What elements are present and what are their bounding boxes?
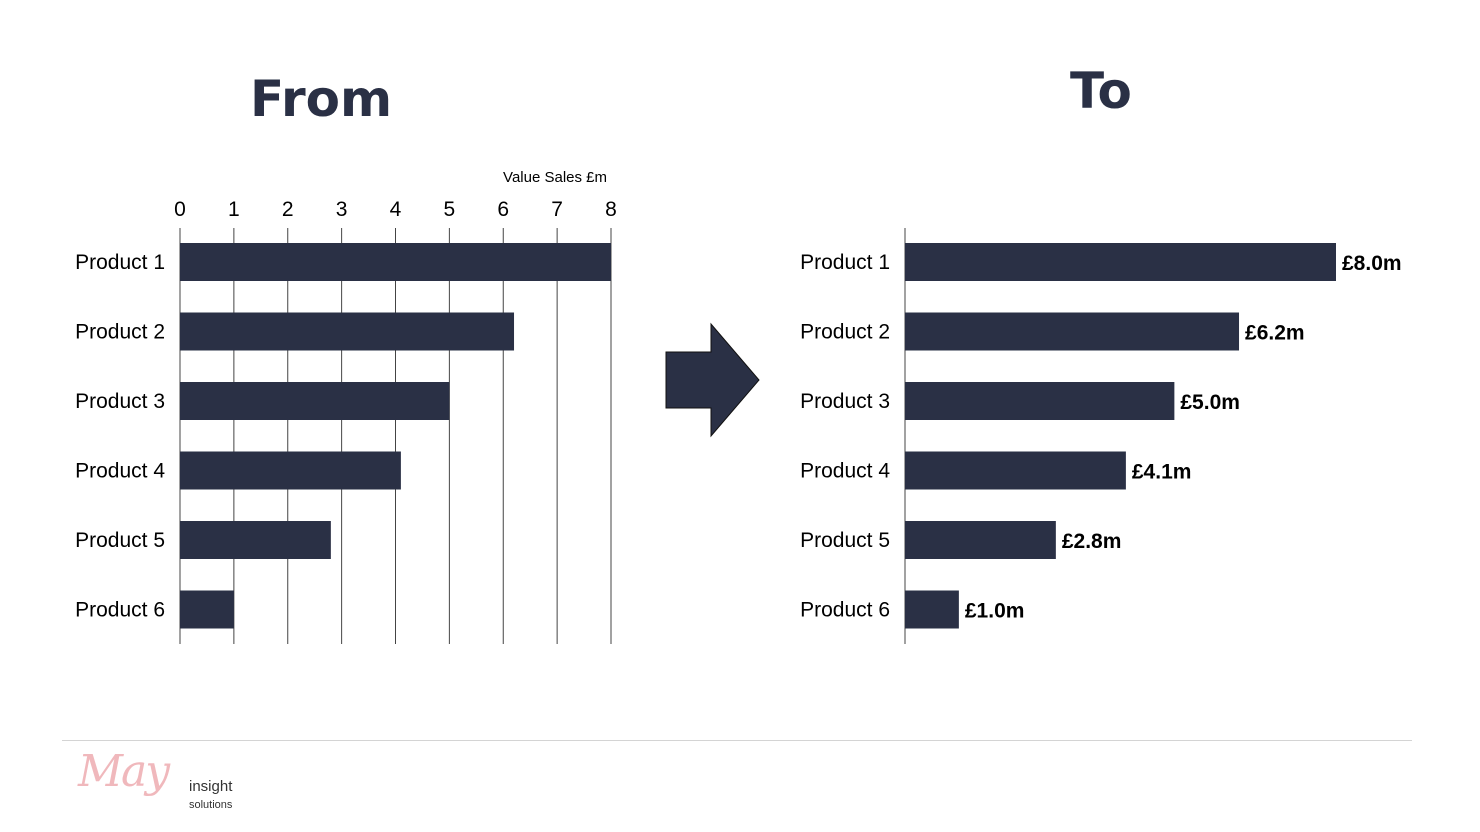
right-arrow-icon (665, 322, 760, 438)
data-label: £1.0m (965, 600, 1025, 623)
logo-word-solutions: solutions (189, 799, 233, 811)
x-tick-label: 2 (282, 198, 294, 221)
x-tick-label: 6 (497, 198, 509, 221)
category-label: Product 1 (75, 251, 165, 274)
category-label: Product 2 (75, 321, 165, 344)
x-tick-label: 8 (605, 198, 617, 221)
category-label: Product 6 (800, 599, 890, 622)
x-tick-label: 1 (228, 198, 240, 221)
category-label: Product 1 (800, 251, 890, 274)
logo-script: May (78, 746, 170, 797)
data-label: £5.0m (1180, 391, 1240, 414)
bar (905, 590, 959, 629)
footer-divider (62, 740, 1412, 741)
bar (905, 243, 1336, 281)
bar (180, 312, 515, 351)
category-label: Product 4 (800, 460, 890, 483)
x-tick-label: 0 (174, 198, 186, 221)
data-label: £4.1m (1132, 461, 1192, 484)
data-label: £2.8m (1062, 530, 1122, 553)
category-label: Product 3 (800, 390, 890, 413)
company-logo: May insight solutions (78, 746, 258, 824)
x-tick-label: 7 (551, 198, 563, 221)
bar (180, 243, 611, 281)
category-label: Product 2 (800, 321, 890, 344)
bar (905, 312, 1240, 351)
bar (180, 521, 331, 559)
category-label: Product 4 (75, 460, 165, 483)
category-label: Product 5 (75, 529, 165, 552)
to-heading: To (1070, 62, 1132, 120)
data-label: £8.0m (1342, 252, 1402, 275)
x-tick-label: 4 (390, 198, 402, 221)
bar (180, 590, 234, 629)
data-label: £6.2m (1245, 322, 1305, 345)
logo-word-insight: insight (189, 778, 233, 795)
to-bar-chart: Product 1 £8.0m Product 2 £6.2m Product 3 £5.… (800, 228, 1402, 644)
bar (905, 451, 1126, 490)
x-tick-label: 5 (444, 198, 456, 221)
from-heading: From (250, 70, 393, 128)
category-label: Product 5 (800, 529, 890, 552)
bar (180, 451, 401, 490)
category-label: Product 6 (75, 599, 165, 622)
bar (180, 382, 450, 420)
x-tick-label: 3 (336, 198, 348, 221)
bar (905, 521, 1056, 559)
x-axis-title: Value Sales £m (503, 169, 607, 186)
from-bar-chart: 0 1 2 3 4 5 6 7 8 Value Sales £m Product 1 Product … (75, 169, 617, 644)
bar (905, 382, 1175, 420)
category-label: Product 3 (75, 390, 165, 413)
